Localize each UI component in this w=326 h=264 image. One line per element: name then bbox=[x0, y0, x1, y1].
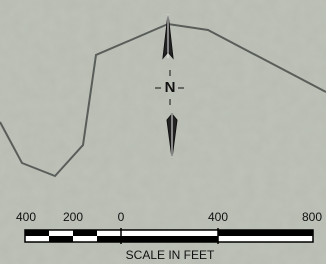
scale-label: 200 bbox=[63, 210, 83, 224]
scale-label: 0 bbox=[118, 210, 125, 224]
aerial-texture bbox=[0, 0, 326, 264]
scale-label: 400 bbox=[208, 210, 228, 224]
north-label: N bbox=[165, 79, 176, 96]
map: N 400 200 0 400 800 SCALE IN FEET bbox=[0, 0, 326, 264]
scale-label: 400 bbox=[16, 210, 36, 224]
scale-title: SCALE IN FEET bbox=[126, 248, 215, 262]
scale-label: 800 bbox=[302, 210, 322, 224]
